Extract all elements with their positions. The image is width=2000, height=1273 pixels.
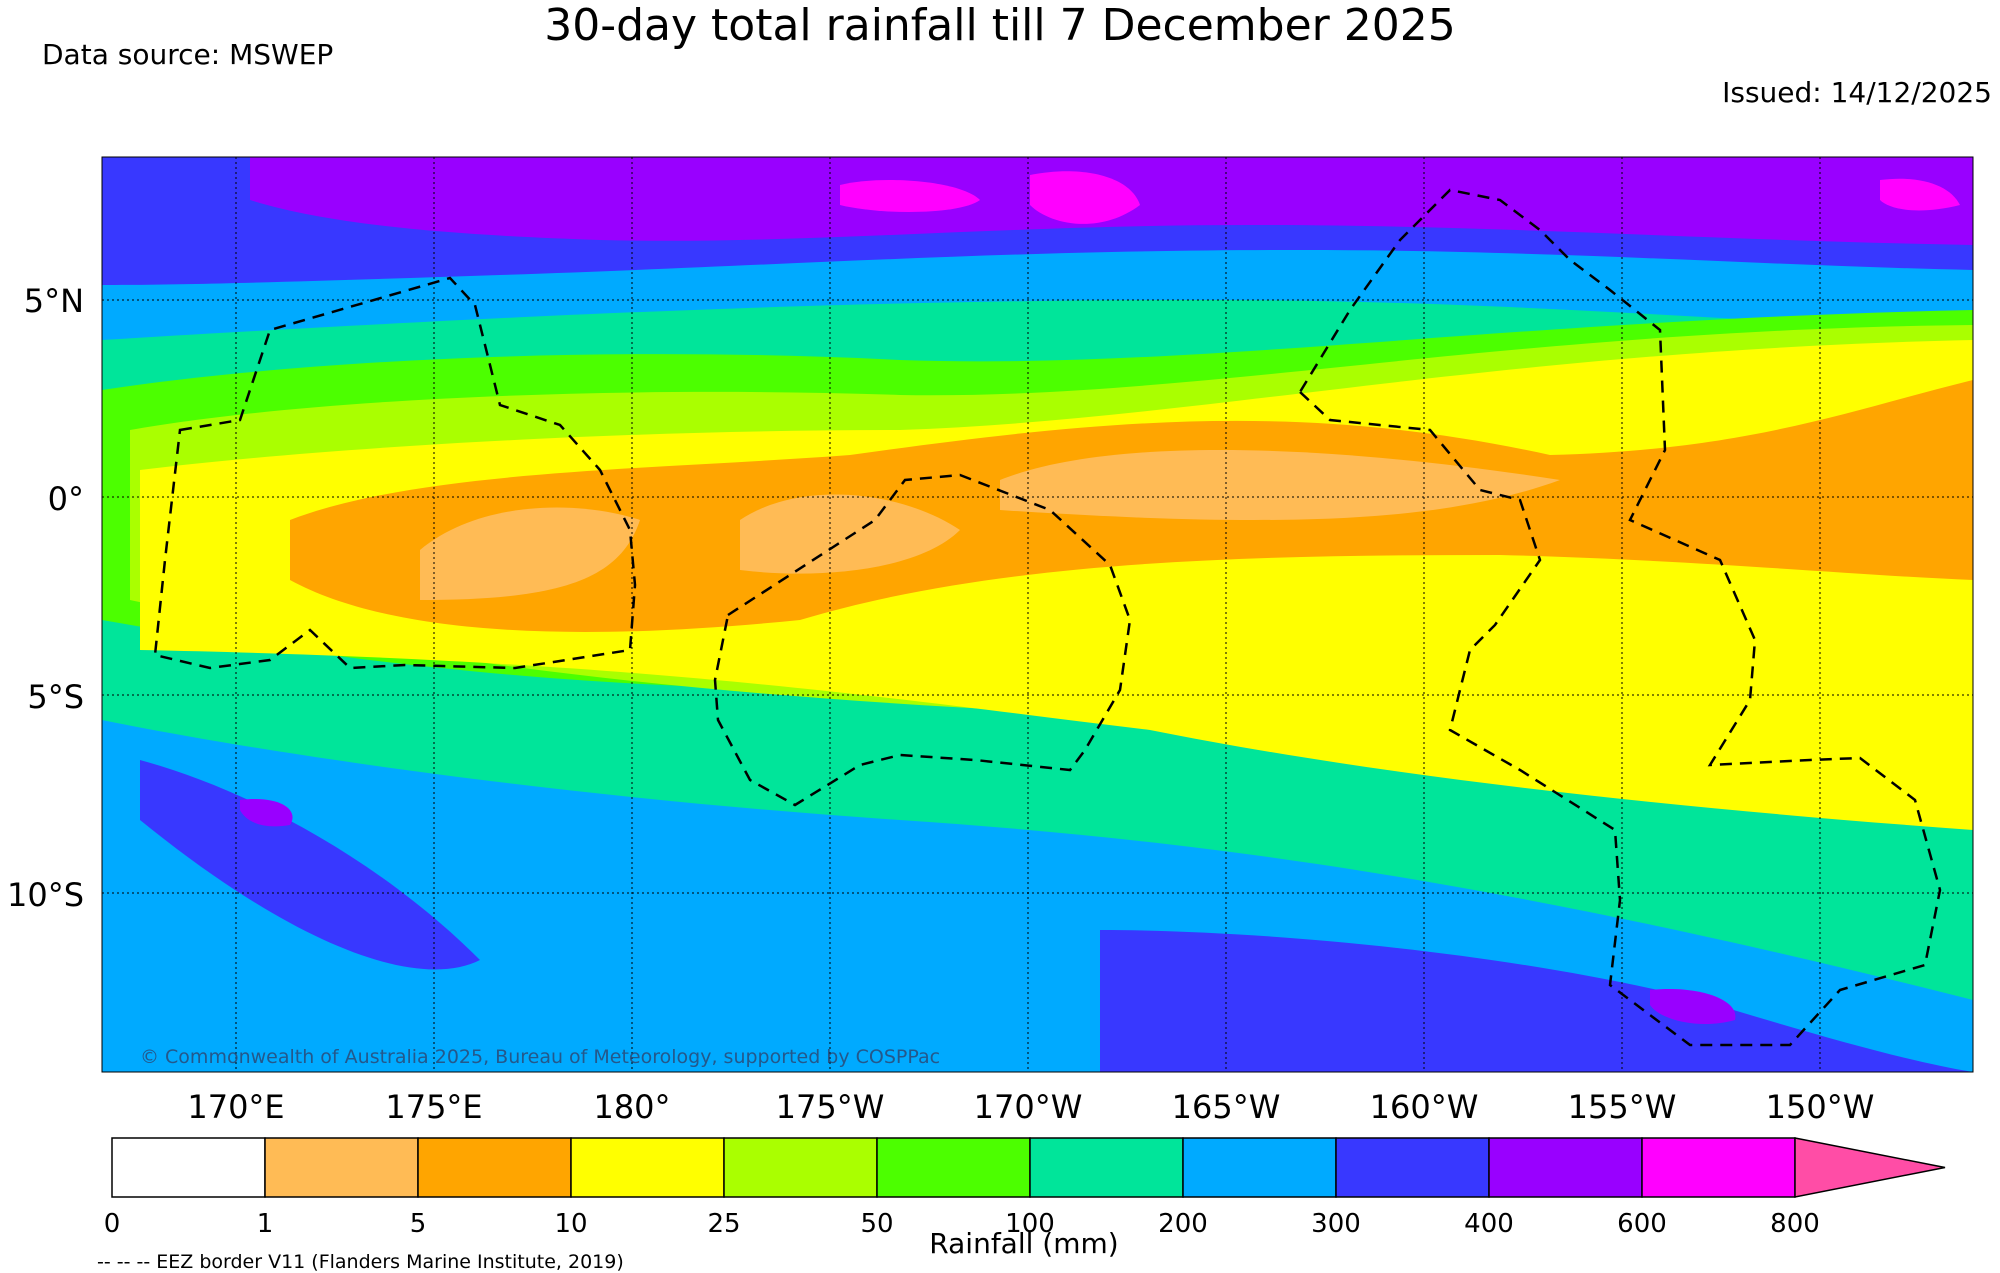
colorbar-swatch [1641, 1137, 1796, 1198]
copyright-text: © Commonwealth of Australia 2025, Bureau… [140, 1046, 941, 1068]
colorbar-swatch [264, 1137, 419, 1198]
colorbar-swatch [1335, 1137, 1490, 1198]
colorbar-tick-label: 50 [860, 1209, 893, 1239]
lon-label-165w: 165°W [1172, 1088, 1281, 1126]
colorbar-swatch [570, 1137, 725, 1198]
eez-border-note: -- -- -- EEZ border V11 (Flanders Marine… [97, 1251, 624, 1273]
colorbar-tick-label: 100 [1005, 1209, 1055, 1239]
rainfall-field [102, 157, 1973, 1072]
eez-border [153, 188, 1942, 1047]
lon-label-170w: 170°W [974, 1088, 1083, 1126]
lat-label-10s: 10°S [7, 876, 84, 914]
colorbar-title: Rainfall (mm) [929, 1227, 1119, 1260]
lat-label-5n: 5°N [24, 282, 84, 320]
colorbar-tick-label: 800 [1770, 1209, 1820, 1239]
colorbar-swatch [723, 1137, 878, 1198]
colorbar: 0 1 5 10 25 50 100 200 300 400 600 800 [104, 1137, 1946, 1239]
lon-label-155w: 155°W [1568, 1088, 1677, 1126]
lon-label-160w: 160°W [1370, 1088, 1479, 1126]
data-source-label: Data source: MSWEP [42, 38, 334, 71]
colorbar-tick-label: 400 [1464, 1209, 1514, 1239]
colorbar-extend-arrow [1794, 1137, 1946, 1198]
colorbar-swatch [111, 1137, 266, 1198]
colorbar-swatch [876, 1137, 1031, 1198]
lat-label-0: 0° [48, 480, 84, 518]
colorbar-swatch [1029, 1137, 1184, 1198]
lon-label-150w: 150°W [1766, 1088, 1875, 1126]
colorbar-tick-label: 1 [257, 1209, 274, 1239]
lon-label-170e: 170°E [187, 1088, 284, 1126]
lon-label-175e: 175°E [385, 1088, 482, 1126]
issued-date: Issued: 14/12/2025 [1722, 76, 1992, 109]
lat-label-5s: 5°S [27, 678, 84, 716]
lon-label-175w: 175°W [776, 1088, 885, 1126]
colorbar-tick-label: 200 [1158, 1209, 1208, 1239]
colorbar-tick-label: 25 [707, 1209, 740, 1239]
colorbar-tick-label: 10 [554, 1209, 587, 1239]
colorbar-swatch [417, 1137, 572, 1198]
map-title: 30-day total rainfall till 7 December 20… [544, 0, 1456, 51]
colorbar-tick-label: 0 [104, 1209, 121, 1239]
lon-label-180: 180° [593, 1088, 670, 1126]
colorbar-tick-label: 300 [1311, 1209, 1361, 1239]
colorbar-swatch [1488, 1137, 1643, 1198]
colorbar-tick-label: 5 [410, 1209, 427, 1239]
colorbar-swatch [1182, 1137, 1337, 1198]
colorbar-tick-label: 600 [1617, 1209, 1667, 1239]
graticule [102, 157, 1973, 1072]
